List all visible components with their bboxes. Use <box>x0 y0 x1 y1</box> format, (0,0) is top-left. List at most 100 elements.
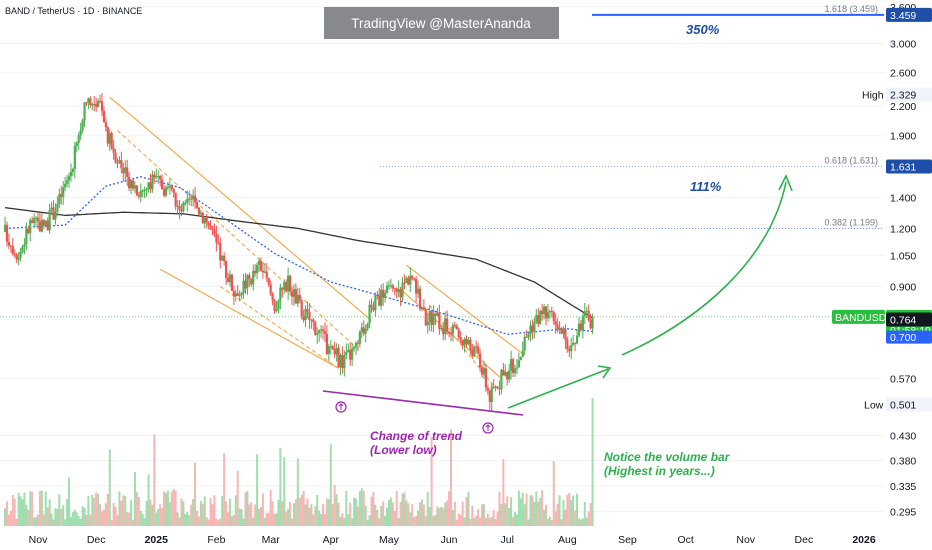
candle-body <box>219 242 222 261</box>
time-tick-label: Nov <box>29 534 48 546</box>
price-axis[interactable]: 3.6003.0002.6002.2001.9001.4001.2001.050… <box>832 0 932 550</box>
candle-body <box>11 245 14 254</box>
candle-body <box>73 146 76 169</box>
volume-bar <box>300 495 303 526</box>
volume-bar <box>219 518 222 526</box>
candle-body <box>13 253 16 255</box>
candle-body <box>572 342 575 346</box>
volume-bar <box>106 493 109 526</box>
volume-bar <box>473 518 476 526</box>
volume-bar <box>60 509 63 526</box>
candle-body <box>232 290 235 297</box>
volume-bar <box>374 504 377 526</box>
candle-body <box>438 312 441 329</box>
candle-body <box>3 224 7 232</box>
volume-bar <box>318 510 321 526</box>
candle-body <box>184 202 187 204</box>
volume-bar <box>168 501 171 526</box>
volume-bar <box>333 484 336 526</box>
candle-body <box>321 329 325 332</box>
high-value-bg <box>886 87 932 102</box>
candle-body <box>240 292 243 296</box>
volume-bar <box>240 509 243 526</box>
volume-bar <box>481 504 484 526</box>
volume-bar <box>81 506 84 526</box>
price-tick-label: 1.200 <box>890 223 916 235</box>
volume-bar <box>170 491 173 526</box>
volume-bar <box>508 507 511 526</box>
volume-bar <box>95 492 98 526</box>
moving-averages <box>4 176 593 335</box>
volume-bar <box>306 498 309 526</box>
candle-body <box>465 338 468 345</box>
volume-bar <box>73 509 76 526</box>
candle-body <box>108 132 111 144</box>
candle-body <box>261 270 265 273</box>
candle-body <box>337 348 340 367</box>
volume-bar <box>201 503 204 526</box>
volume-bar <box>207 519 210 526</box>
price-tag-700: 0.700 <box>890 332 916 344</box>
price-tick-label: 1.400 <box>890 192 916 204</box>
candle-body <box>250 279 253 285</box>
candle-body <box>44 220 47 226</box>
volume-bar <box>314 506 317 526</box>
volume-bar <box>395 491 398 526</box>
volume-bar <box>500 503 503 526</box>
fib-label: 0.618 (1.631) <box>824 156 878 166</box>
volume-bar <box>444 502 447 526</box>
up-arrow-icon <box>338 403 344 410</box>
candle-body <box>486 387 489 391</box>
up-arrow-circle-icon <box>482 422 494 434</box>
candle-body <box>356 342 360 344</box>
volume-bar <box>370 496 373 526</box>
watermark-text: TradingView @MasterAnanda <box>351 16 531 31</box>
volume-bar <box>527 519 530 526</box>
volume-bar <box>44 491 47 526</box>
candle-body <box>33 218 36 223</box>
volume-bar <box>533 501 536 526</box>
candle-body <box>385 285 389 293</box>
candle-body <box>271 293 274 301</box>
candle-body <box>135 185 138 196</box>
candle-body <box>374 294 377 311</box>
candle-body <box>287 275 290 292</box>
volume-bar <box>558 495 561 526</box>
volume-bar <box>157 509 160 526</box>
volume-bar <box>21 499 24 526</box>
candle-body <box>380 289 383 306</box>
candle-body <box>492 386 495 388</box>
candle-body <box>112 148 115 153</box>
volume-bar <box>17 492 20 526</box>
candle-body <box>370 304 373 307</box>
time-axis[interactable]: Nov Dec 2025 Feb Mar Apr May Jun Jul Aug Sep Oct Nov… <box>0 528 932 550</box>
volume-bar <box>273 513 276 526</box>
volume-bar <box>405 500 408 526</box>
volume-bar <box>291 518 294 526</box>
volume-bar <box>52 519 55 526</box>
volume-bar <box>294 499 297 526</box>
candle-body <box>541 310 544 315</box>
price-tick-label: 0.900 <box>890 281 916 293</box>
candle-body <box>98 100 102 102</box>
candle-body <box>546 312 550 319</box>
candle-body <box>442 328 445 335</box>
volume-bar <box>197 516 200 526</box>
candle-body <box>77 135 80 143</box>
candle-body <box>64 183 67 188</box>
volume-bar <box>104 503 107 526</box>
volume-bar <box>399 501 402 526</box>
volume-bar <box>347 514 350 526</box>
candle-body <box>277 300 280 310</box>
fib-label: 0.382 (1.199) <box>824 218 878 228</box>
volume-bar <box>479 517 482 526</box>
candle-body <box>248 275 251 280</box>
price-tick-label: 3.000 <box>890 39 916 51</box>
volume-bar <box>577 518 580 526</box>
volume-bar <box>79 518 82 526</box>
volume-bar <box>496 511 499 526</box>
symbol-tag-bg <box>832 309 885 324</box>
volume-bar <box>403 492 406 526</box>
candle-body <box>529 325 532 334</box>
